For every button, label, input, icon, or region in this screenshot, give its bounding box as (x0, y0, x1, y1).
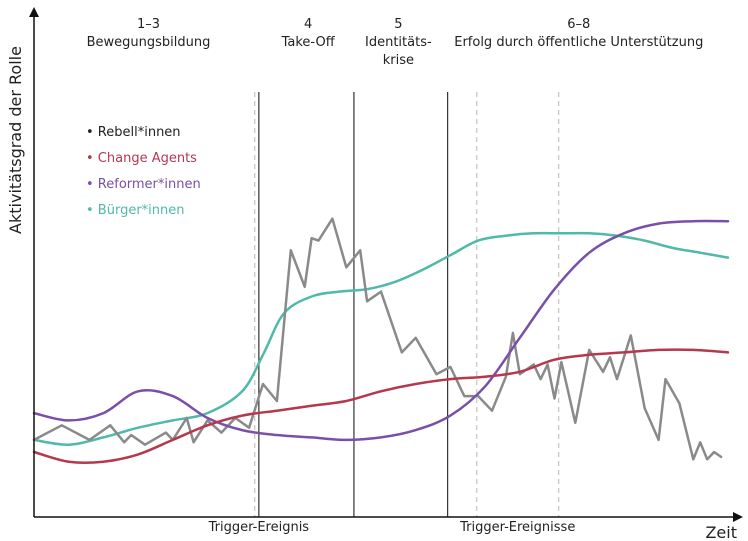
phase-label-line: 4 (304, 17, 312, 32)
phase-label-line: Erfolg durch öffentliche Unterstützung (454, 35, 703, 50)
trigger-label-2: Trigger-Ereignisse (459, 520, 575, 535)
trigger-label-1: Trigger-Ereignis (208, 520, 310, 535)
phase-label-1: 1–3 Bewegungsbildung (87, 17, 211, 50)
x-axis-label: Zeit (705, 523, 737, 541)
y-axis-label: Aktivitätsgrad der Rolle (6, 46, 25, 234)
legend: • Rebell*innen • Change Agents • Reformer*… (86, 125, 201, 218)
series-line-bürgerinnen (32, 231, 730, 446)
series-layer (32, 217, 730, 464)
legend-item: • Change Agents (86, 151, 197, 166)
legend-item: • Reformer*innen (86, 177, 201, 192)
legend-item: • Rebell*innen (86, 125, 181, 140)
phase-labels: 1–3 Bewegungsbildung 4 Take-Off 5 Identitäts-… (87, 17, 704, 68)
phase-label-line: Take-Off (281, 35, 336, 50)
phase-label-line: 5 (394, 17, 402, 32)
legend-item: • Bürger*innen (86, 203, 185, 218)
phase-label-3: 5 Identitäts-krise (365, 17, 432, 68)
phase-label-line: krise (383, 53, 414, 68)
phase-label-line: Bewegungsbildung (87, 35, 211, 50)
series-line-change-agents (32, 348, 730, 464)
phase-label-line: 6–8 (567, 17, 590, 32)
guide-lines (254, 92, 560, 517)
series-line-reformerinnen (32, 219, 730, 442)
series-line-rebellinnen (32, 217, 723, 461)
phase-label-line: 1–3 (137, 17, 160, 32)
axes (29, 7, 743, 522)
phase-label-4: 6–8 Erfolg durch öffentliche Unterstützun… (454, 17, 703, 50)
phase-label-2: 4 Take-Off (281, 17, 336, 50)
phase-label-line: Identitäts- (365, 35, 432, 50)
trigger-labels: Trigger-Ereignis Trigger-Ereignisse (208, 520, 576, 535)
